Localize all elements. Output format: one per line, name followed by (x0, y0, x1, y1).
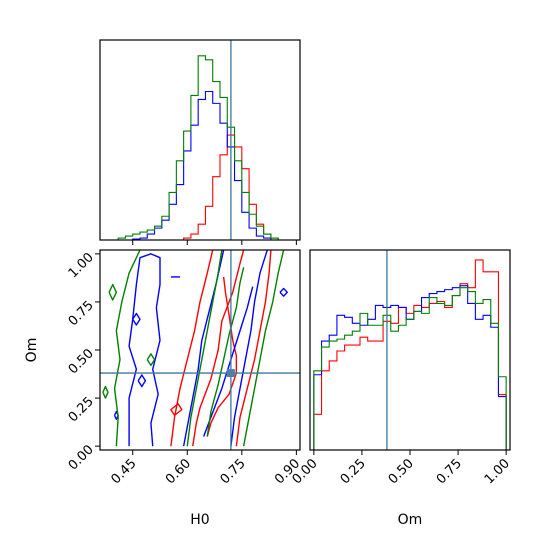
joint-contour-4 (170, 403, 183, 416)
om-marginal-x-tick-label: 0.50 (386, 456, 417, 487)
h0-hist-series-1 (110, 90, 293, 241)
joint-contour-7 (230, 250, 268, 447)
om-marginal-x-tick-label: 1.00 (482, 456, 513, 487)
joint-contour-20 (146, 353, 156, 367)
joint-y-tick-label: 0.75 (66, 298, 97, 329)
joint-contour-14 (113, 250, 141, 447)
joint-contour-9 (279, 287, 288, 297)
panel-h0-om-joint: 0.45 0.60 0.75 0.900.000.250.500.751.00 (66, 249, 303, 487)
joint-contours (102, 250, 288, 447)
joint-contour-1 (192, 250, 245, 447)
joint-y-tick-label: 0.00 (66, 442, 97, 473)
joint-y-tick-label: 0.25 (66, 394, 97, 425)
joint-contour-11 (132, 312, 141, 326)
h0-hist-series-0 (110, 134, 293, 241)
joint-y-tick-label: 1.00 (66, 250, 97, 281)
joint-contour-5 (128, 253, 161, 447)
joint-contour-17 (206, 267, 245, 437)
om-marginal-x-tick-label: 0.75 (434, 456, 465, 487)
om-hist-series-2 (313, 287, 507, 450)
joint-contour-2 (235, 250, 272, 447)
joint-contour-19 (102, 385, 109, 399)
panel-om-marginal: 0.00 0.25 0.50 0.75 1.00 (290, 249, 513, 487)
panel-h0-marginal (99, 39, 301, 245)
joint-contour-16 (242, 250, 285, 447)
xlabel-om: Om (398, 512, 423, 528)
joint-x-tick-label: 0.45 (108, 456, 139, 487)
joint-contour-18 (108, 283, 118, 301)
joint-contour-15 (186, 250, 223, 447)
joint-x-tick-label: 0.60 (163, 456, 194, 487)
joint-x-tick-label: 0.75 (218, 456, 249, 487)
ylabel-om: Om (24, 338, 40, 363)
joint-truth-marker (226, 369, 235, 378)
om-marginal-x-tick-label: 0.25 (338, 456, 369, 487)
xlabel-h0: H0 (190, 512, 209, 528)
om-marginal-frame (309, 249, 511, 451)
om-hist-series-1 (313, 285, 507, 450)
joint-y-tick-label: 0.50 (66, 346, 97, 377)
joint-contour-10 (137, 374, 147, 388)
h0-hist-series-2 (110, 55, 293, 241)
h0-marginal-frame (99, 39, 301, 241)
om-hist-series-0 (313, 259, 507, 450)
joint-contour-3 (206, 276, 238, 437)
joint-contour-0 (170, 250, 214, 447)
